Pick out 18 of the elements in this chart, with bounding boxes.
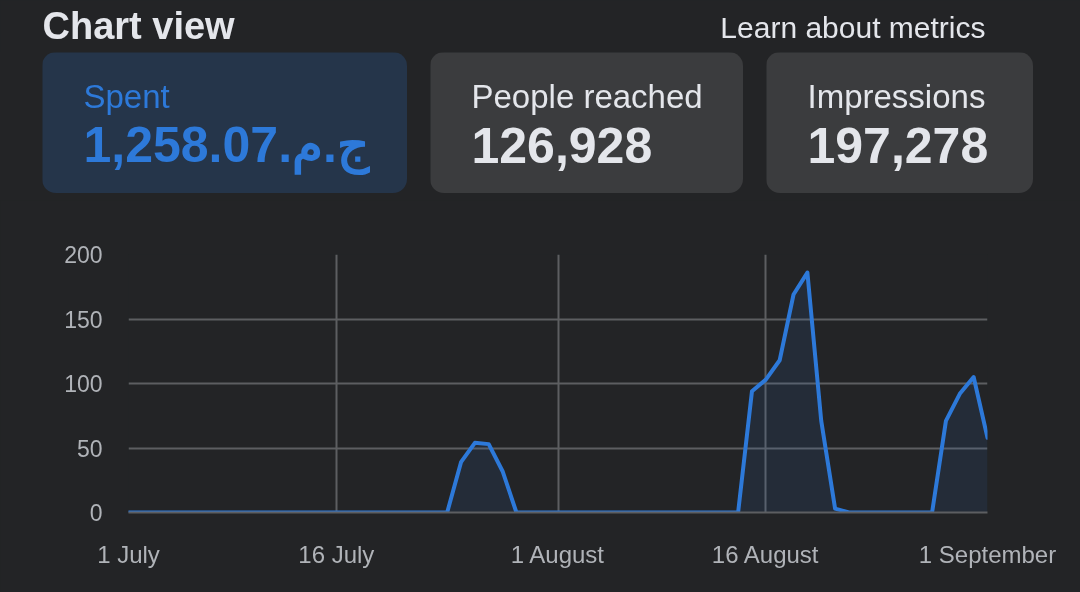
y-tick-label: 50 (76, 435, 103, 462)
text: People reached (471, 77, 703, 115)
text: 126,928 (471, 117, 653, 174)
x-tick-label: 1 July (97, 540, 160, 568)
x-tick-label: 1 September (918, 540, 1057, 568)
text: Impressions (807, 77, 986, 115)
y-tick-label: 0 (89, 500, 103, 526)
text: ج.م.1,258.07 (83, 117, 371, 175)
y-tick-label: 100 (64, 371, 103, 397)
x-tick-label: 1 August (510, 540, 605, 568)
y-tick-label: 200 (64, 242, 103, 268)
text: Chart view (42, 5, 236, 48)
text: 197,278 (807, 117, 989, 174)
x-tick-label: 16 July (298, 540, 375, 568)
text: Spent (83, 77, 170, 115)
y-tick-label: 150 (64, 306, 103, 333)
x-tick-label: 16 August (711, 540, 819, 568)
text: Learn about metrics (720, 10, 986, 44)
